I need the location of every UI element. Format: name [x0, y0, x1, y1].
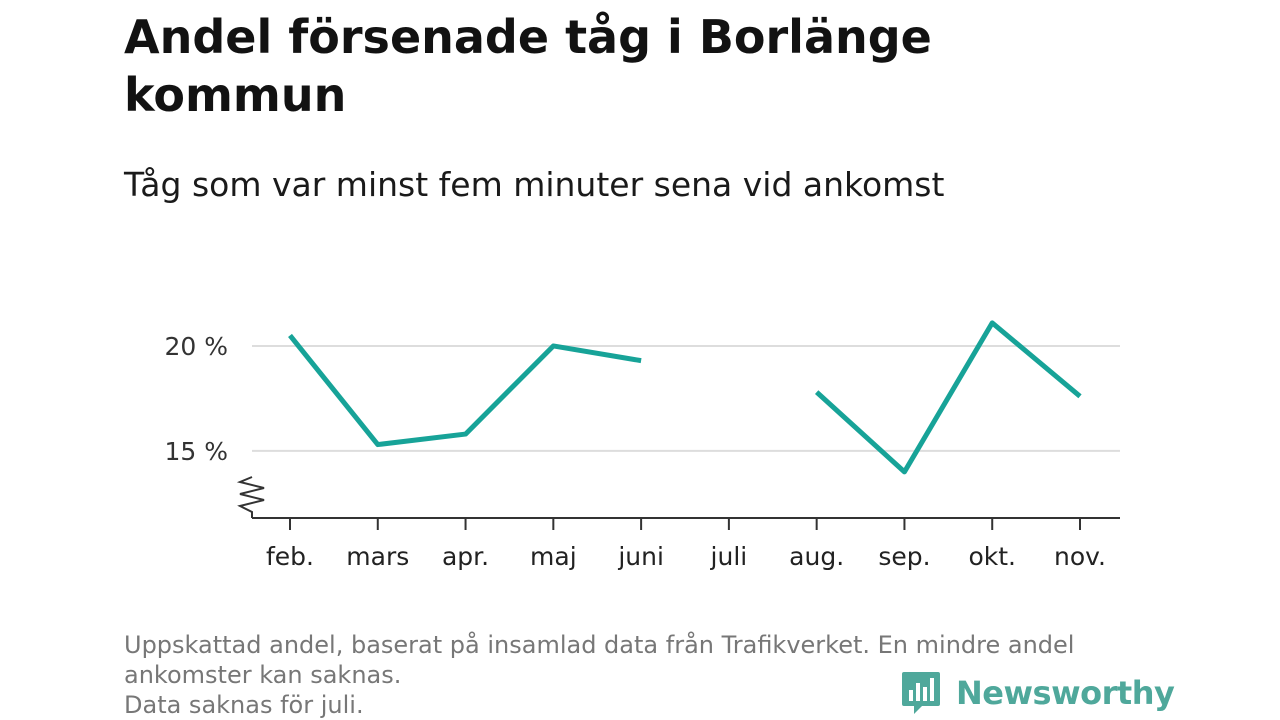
x-tick-label: maj — [530, 542, 577, 571]
grid-lines — [252, 344, 1120, 452]
x-tick-label: mars — [346, 542, 409, 571]
series-line-segment — [288, 333, 642, 448]
x-axis-ticks: feb. mars apr. maj juni juli aug. sep. okt. nov. — [266, 518, 1106, 571]
series-lines — [288, 320, 1082, 475]
x-tick-label: juni — [617, 542, 664, 571]
x-tick-label: okt. — [968, 542, 1016, 571]
y-tick-label: 20 % — [164, 332, 228, 361]
y-axis-ticks: 15 % 20 % — [164, 332, 228, 466]
footnote: Uppskattad andel, baserat på insamlad da… — [124, 630, 1164, 720]
footnote-line-2: ankomster kan saknas. — [124, 661, 402, 689]
x-tick-label: nov. — [1054, 542, 1106, 571]
x-tick-label: feb. — [266, 542, 314, 571]
y-tick-label: 15 % — [164, 437, 228, 466]
x-tick-label: sep. — [878, 542, 930, 571]
brand-logo: Newsworthy — [900, 668, 1175, 718]
brand-name: Newsworthy — [956, 674, 1175, 712]
chart-subtitle: Tåg som var minst fem minuter sena vid a… — [124, 165, 945, 204]
chart-title: Andel försenade tåg i Borlänge kommun — [124, 10, 932, 122]
line-chart: 15 % 20 % feb. mars apr. maj juni juli aug. sep.… — [164, 320, 1120, 571]
x-tick-label: aug. — [789, 542, 844, 571]
newsworthy-logo-icon — [902, 672, 940, 714]
x-tick-label: juli — [710, 542, 748, 571]
series-line-segment — [814, 320, 1082, 475]
footnote-line-3: Data saknas för juli. — [124, 691, 364, 719]
axis-break-symbol — [236, 476, 265, 518]
footnote-line-1: Uppskattad andel, baserat på insamlad da… — [124, 631, 1075, 659]
x-tick-label: apr. — [442, 542, 489, 571]
x-axis — [236, 476, 1120, 519]
